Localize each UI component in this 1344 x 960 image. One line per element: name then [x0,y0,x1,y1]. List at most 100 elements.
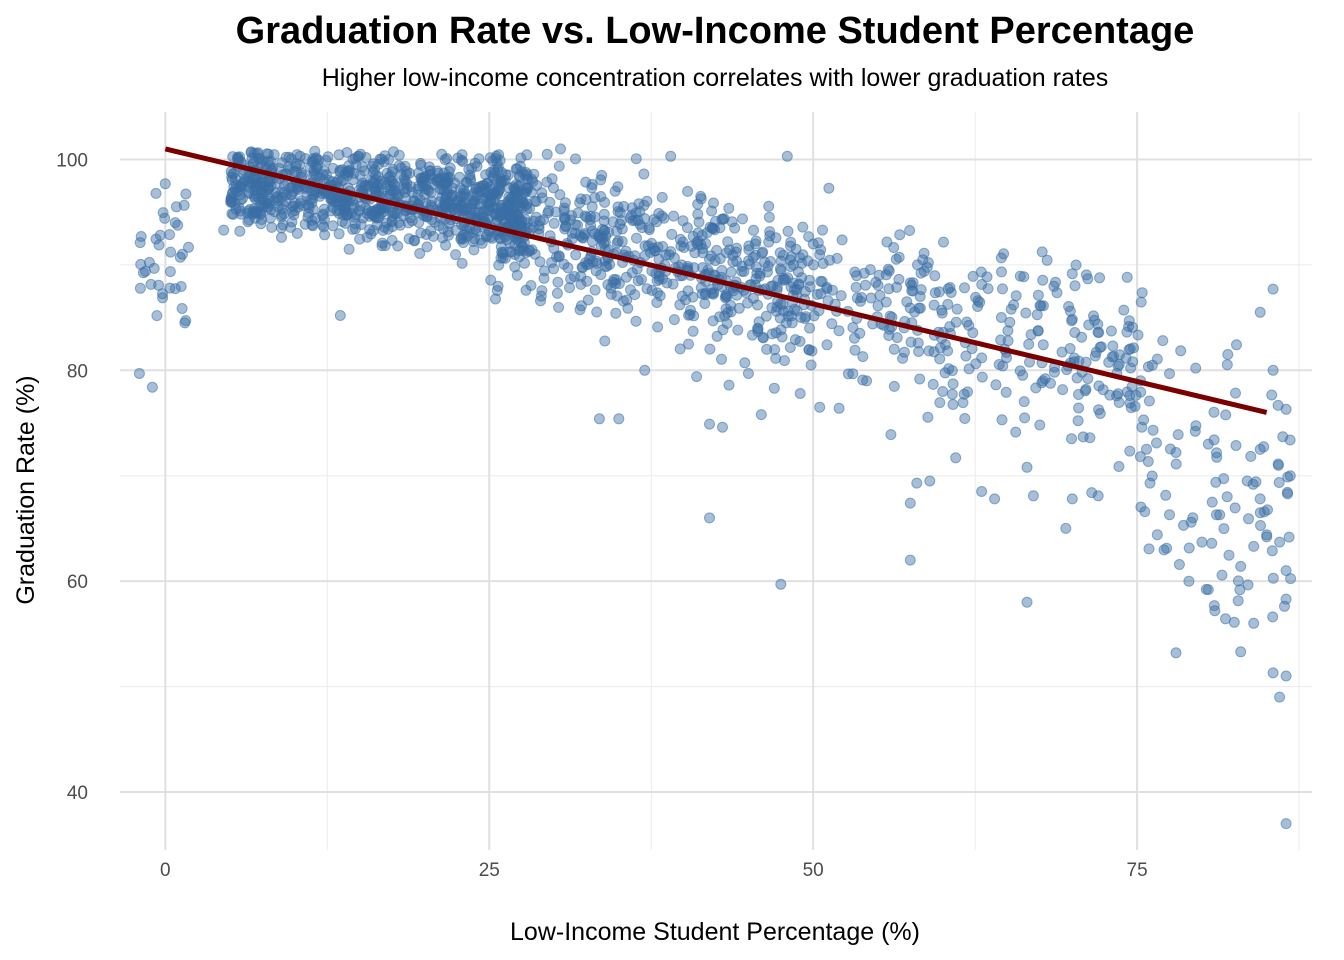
data-point [536,285,548,297]
data-point [817,224,828,236]
data-point [406,215,418,227]
x-tick-label: 25 [479,860,500,881]
data-point [176,303,188,314]
data-point [455,190,466,202]
data-point [1031,309,1043,321]
data-point [179,317,191,329]
data-point [763,236,775,248]
data-point [564,282,575,294]
data-point [922,257,934,269]
data-point [1208,406,1220,418]
data-point [937,386,949,397]
data-point [685,304,696,316]
data-point [1206,496,1218,508]
data-point [1073,402,1085,414]
data-point [1230,387,1241,399]
data-point [485,274,497,286]
data-point [888,242,900,253]
data-point [630,153,642,165]
data-point [413,180,425,192]
data-point [164,282,176,294]
data-point [691,371,703,383]
data-point [842,368,854,380]
data-point [704,418,715,430]
data-point [687,325,699,337]
data-point [1234,584,1246,596]
data-point [559,214,571,225]
data-point [915,267,927,279]
data-point [1092,326,1104,338]
data-point [717,421,728,433]
data-point [538,214,550,226]
data-point [1139,506,1151,518]
data-point [521,149,533,161]
data-point [520,182,532,194]
data-point [327,220,339,232]
data-point [413,167,424,179]
data-point [1157,335,1169,347]
data-point [653,208,665,219]
data-point [767,280,779,292]
data-point [938,236,949,248]
data-point [946,388,958,400]
data-point [456,257,468,269]
data-point [1258,506,1270,518]
data-point [1019,412,1031,424]
data-point [495,241,507,253]
data-point [1172,429,1184,441]
data-point [548,217,560,229]
data-point [1245,450,1257,462]
data-point [1064,343,1076,354]
data-point [898,346,910,358]
data-point [639,364,651,376]
data-point [376,153,387,165]
data-point [652,321,664,333]
data-point [509,239,521,251]
data-point [1175,345,1187,357]
data-point [1066,433,1077,445]
data-point [1210,476,1222,488]
data-point [693,216,705,228]
data-point [473,153,485,165]
data-point [570,153,581,165]
data-point [484,200,496,212]
data-point [1183,575,1195,587]
y-tick-label: 60 [67,572,88,593]
data-point [638,199,650,211]
data-point [833,402,845,414]
data-point [343,243,355,255]
data-point [276,203,288,215]
data-point [739,357,751,369]
data-point [1267,667,1279,679]
data-point [716,353,727,365]
data-point [883,265,895,277]
data-point [613,413,625,425]
data-point [683,338,694,350]
data-point [748,224,759,236]
data-point [1220,409,1232,421]
data-point [1021,596,1033,608]
data-point [934,397,946,409]
data-point [359,165,371,177]
data-point [620,245,632,257]
x-tick-label: 0 [160,860,171,881]
data-point [1261,529,1273,541]
data-point [946,365,958,377]
data-point [172,219,184,231]
data-point [824,254,836,266]
data-point [555,143,566,155]
data-point [804,274,815,286]
data-point [794,335,806,347]
data-point [1190,420,1202,432]
data-point [420,229,432,240]
data-point [1072,415,1084,427]
data-point [760,310,772,322]
data-point [1080,269,1092,281]
data-point [732,324,744,336]
data-point [1147,424,1159,436]
data-point [286,188,298,200]
data-point [157,292,169,304]
data-point [996,266,1007,278]
data-point [1232,575,1244,587]
